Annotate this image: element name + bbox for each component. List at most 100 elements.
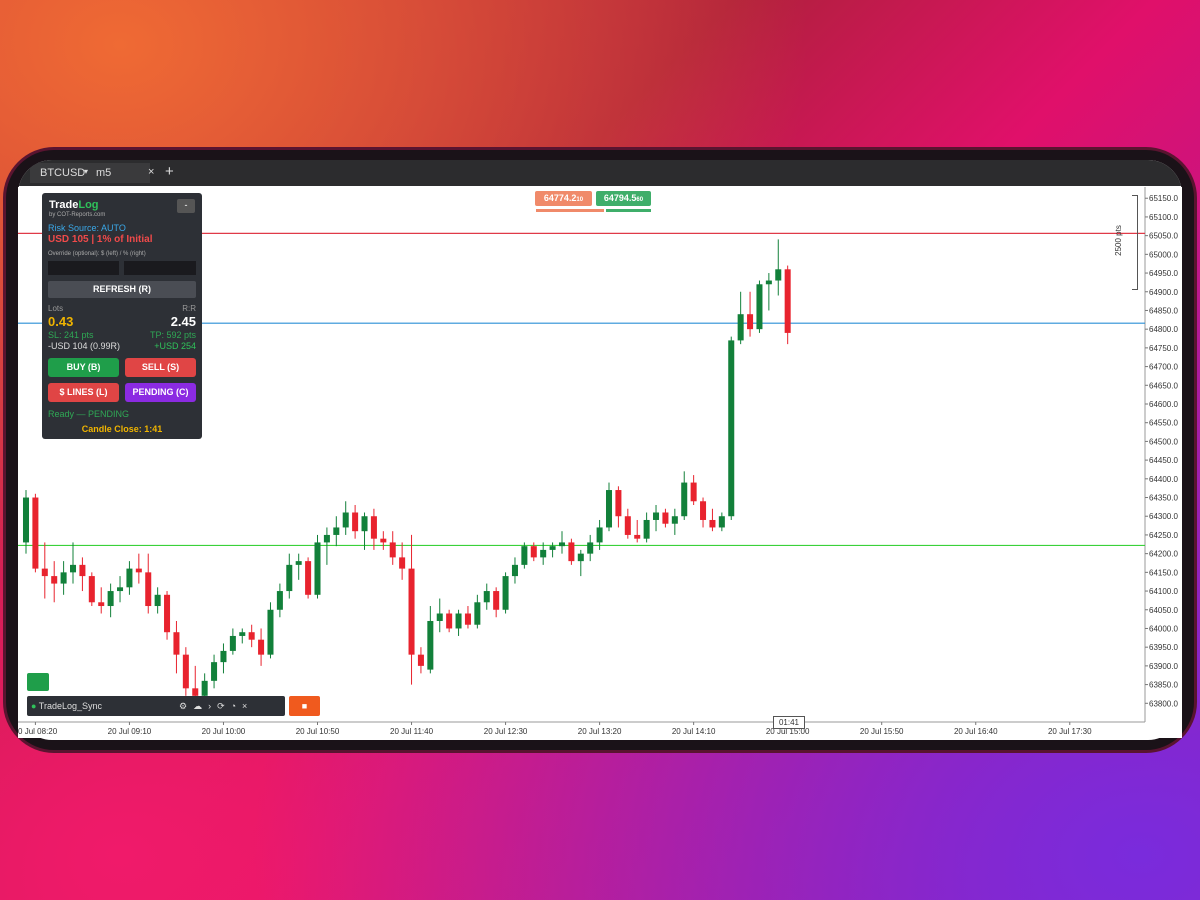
buy-button[interactable]: BUY (B) bbox=[48, 358, 119, 377]
candle-body bbox=[521, 546, 528, 565]
candle-body bbox=[352, 512, 359, 532]
candle-timer: 01:41 bbox=[773, 716, 805, 729]
candle-body bbox=[70, 564, 77, 573]
chart: 63800.0 63850.0 63900.0 63950.0 64000.0 64050… bbox=[18, 187, 1182, 738]
status: Ready — PENDING bbox=[48, 409, 130, 419]
pending-button[interactable]: PENDING (C) bbox=[125, 383, 196, 402]
bid-price: 64774.2 bbox=[543, 193, 577, 203]
sync-tools[interactable]: ⚙☁›⟳◔× bbox=[179, 701, 254, 711]
candle-body bbox=[408, 568, 415, 655]
ask-bar bbox=[606, 209, 651, 212]
candle-body bbox=[756, 284, 763, 330]
lines-button[interactable]: $ LINES (L) bbox=[48, 383, 119, 402]
x-tick-label: 20 Jul 10:00 bbox=[202, 727, 246, 736]
candle-body bbox=[540, 549, 547, 558]
y-tick-label: 63950.0 bbox=[1149, 643, 1178, 652]
candle-body bbox=[417, 654, 424, 666]
candle-body bbox=[314, 542, 321, 595]
ask-tag: 64794.560 bbox=[596, 191, 651, 206]
collapse-button[interactable]: - bbox=[177, 199, 195, 213]
candle-body bbox=[135, 568, 142, 573]
x-tick-label: 20 Jul 08:20 bbox=[18, 727, 58, 736]
candle-body bbox=[605, 490, 613, 528]
x-tick-label: 20 Jul 11:40 bbox=[390, 727, 434, 736]
candle-body bbox=[182, 654, 189, 689]
override-usd[interactable] bbox=[48, 261, 119, 275]
chart-bg bbox=[18, 187, 1182, 738]
candle-body bbox=[267, 609, 274, 655]
x-tick-label: 20 Jul 12:30 bbox=[484, 727, 528, 736]
candle-body bbox=[784, 269, 791, 333]
y-tick-label: 64200.0 bbox=[1149, 550, 1178, 559]
y-tick-label: 64850.0 bbox=[1149, 306, 1178, 315]
sync-name: TradeLog_Sync bbox=[38, 701, 102, 711]
candle-body bbox=[446, 613, 453, 629]
y-tick-label: 64800.0 bbox=[1149, 325, 1178, 334]
tp: TP: 592 pts bbox=[149, 330, 196, 340]
candle-body bbox=[615, 490, 622, 517]
candle-body bbox=[60, 572, 67, 584]
title-log: Log bbox=[78, 199, 99, 211]
candle-body bbox=[690, 482, 697, 502]
y-tick-label: 64600.0 bbox=[1149, 400, 1178, 409]
candle-body bbox=[342, 512, 349, 528]
candle-body bbox=[41, 568, 48, 577]
candle-body bbox=[436, 613, 443, 621]
y-tick-label: 65150.0 bbox=[1149, 194, 1178, 203]
lots-label: Lots bbox=[48, 304, 64, 313]
y-tick-label: 64100.0 bbox=[1149, 587, 1178, 596]
new-tab[interactable]: + bbox=[165, 163, 174, 180]
candle-body bbox=[154, 594, 161, 607]
candle-body bbox=[258, 639, 265, 655]
y-tick-label: 64500.0 bbox=[1149, 437, 1178, 446]
rr: 2.45 bbox=[170, 314, 196, 329]
candle-body bbox=[474, 602, 481, 625]
override-pct[interactable] bbox=[124, 261, 196, 275]
candle-body bbox=[624, 516, 631, 535]
x-tick-label: 20 Jul 15:50 bbox=[860, 727, 904, 736]
refresh-button[interactable]: REFRESH (R) bbox=[48, 281, 196, 298]
y-tick-label: 63850.0 bbox=[1149, 681, 1178, 690]
candle-body bbox=[126, 568, 133, 588]
bid-small: 10 bbox=[576, 197, 584, 203]
x-tick-label: 20 Jul 14:10 bbox=[672, 727, 716, 736]
x-tick-label: 20 Jul 17:30 bbox=[1048, 727, 1092, 736]
stop-button[interactable]: ■ bbox=[289, 696, 320, 716]
candle-body bbox=[79, 564, 86, 577]
risk-amount: USD 105 | 1% of Initial bbox=[48, 234, 153, 245]
candle-body bbox=[700, 501, 707, 520]
tab[interactable] bbox=[30, 163, 150, 183]
candle-body bbox=[22, 497, 30, 543]
y-tick-label: 63800.0 bbox=[1149, 699, 1178, 708]
candle-body bbox=[276, 591, 283, 610]
sell-button[interactable]: SELL (S) bbox=[125, 358, 196, 377]
ask-small: 60 bbox=[636, 197, 644, 203]
tab-close[interactable]: × bbox=[148, 166, 155, 178]
x-tick-label: 20 Jul 16:40 bbox=[954, 727, 998, 736]
candle-body bbox=[775, 269, 782, 281]
risk-source: Risk Source: AUTO bbox=[48, 223, 126, 233]
y-tick-label: 65000.0 bbox=[1149, 250, 1178, 259]
candle-body bbox=[455, 613, 462, 629]
candle-body bbox=[117, 587, 124, 592]
y-tick-label: 64000.0 bbox=[1149, 624, 1178, 633]
candle-body bbox=[370, 516, 377, 539]
candle-body bbox=[530, 546, 537, 558]
title-trade: Trade bbox=[49, 199, 79, 211]
candle-body bbox=[427, 620, 434, 670]
candle-body bbox=[493, 591, 500, 610]
candle-body bbox=[718, 516, 725, 528]
rr-label: R:R bbox=[182, 304, 196, 313]
candle-body bbox=[765, 280, 772, 285]
trade-panel: TradeLog by COT-Reports.com - Risk Sourc… bbox=[42, 193, 202, 439]
candle-body bbox=[88, 576, 95, 603]
candle-body bbox=[248, 632, 255, 640]
y-tick-label: 64550.0 bbox=[1149, 419, 1178, 428]
candle-body bbox=[211, 662, 218, 681]
sync-icon[interactable] bbox=[27, 673, 49, 691]
candle-body bbox=[728, 340, 735, 517]
candle-body bbox=[568, 542, 575, 562]
candle-body bbox=[558, 542, 565, 547]
y-tick-label: 64400.0 bbox=[1149, 475, 1178, 484]
tab-bar: BTCUSD ▾ m5 × + bbox=[18, 160, 1182, 186]
